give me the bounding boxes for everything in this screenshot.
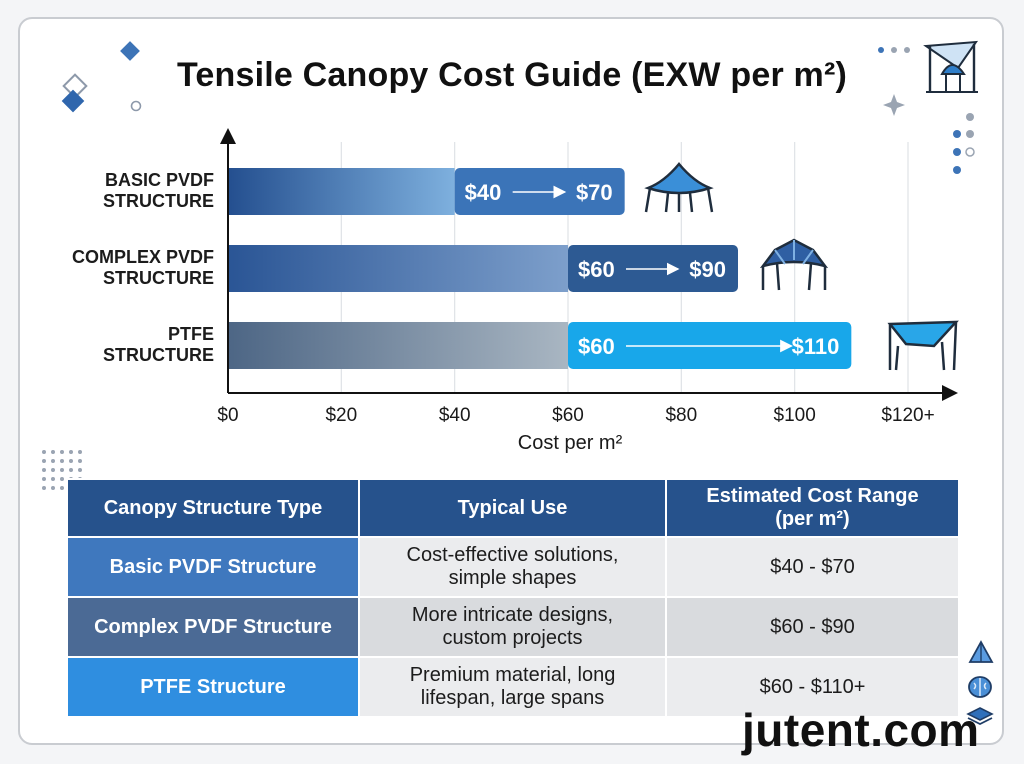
decorative-shapes <box>61 41 142 113</box>
x-tick-label: $80 <box>665 405 697 426</box>
table-cell-type: Complex PVDF Structure <box>66 596 360 658</box>
table-cell-use: Premium material, long lifespan, large s… <box>358 656 667 718</box>
bar-base <box>228 245 568 292</box>
range-to-label: $70 <box>576 180 613 205</box>
range-from-label: $40 <box>465 180 502 205</box>
range-from-label: $60 <box>578 257 615 282</box>
brain-icon <box>968 676 992 698</box>
table-cell-cost: $40 - $70 <box>665 536 960 598</box>
category-label-ptfe: PTFE STRUCTURE <box>103 324 214 365</box>
structure-logo-icon <box>923 40 979 93</box>
table-header-row: Canopy Structure Type Typical Use Estima… <box>66 478 960 538</box>
chart-title: Tensile Canopy Cost Guide (EXW per m²) <box>176 56 848 94</box>
x-tick-label: $120+ <box>881 405 934 426</box>
cost-table: Canopy Structure Type Typical Use Estima… <box>66 478 960 718</box>
table-cell-type: Basic PVDF Structure <box>66 536 360 598</box>
table-row: Basic PVDF Structure Cost-effective solu… <box>66 536 960 598</box>
table-cell-cost: $60 - $90 <box>665 596 960 658</box>
x-tick-label: $20 <box>325 405 357 426</box>
table-header-type: Canopy Structure Type <box>66 478 360 538</box>
table-cell-type: PTFE Structure <box>66 656 360 718</box>
table-cell-cost: $60 - $110+ <box>665 656 960 718</box>
x-axis-title: Cost per m² <box>517 432 623 454</box>
table-cell-use: Cost-effective solutions, simple shapes <box>358 536 667 598</box>
x-tick-label: $40 <box>439 405 471 426</box>
range-to-label: $110 <box>792 334 840 359</box>
table-header-use: Typical Use <box>358 478 667 538</box>
x-tick-label: $100 <box>774 405 816 426</box>
layers-icon <box>966 707 994 726</box>
bar-base <box>228 168 455 215</box>
range-bar-chart: $40 $70 $60 $90 $60 $110 $0 $20 $40 $60 $80 $100 $12… <box>217 128 958 426</box>
canopy-tent-icon <box>644 162 714 213</box>
category-label-basic-pvdf: BASIC PVDF STRUCTURE <box>103 170 214 211</box>
range-to-label: $90 <box>689 257 726 282</box>
x-tick-label: $0 <box>217 405 238 426</box>
category-label-complex-pvdf: COMPLEX PVDF STRUCTURE <box>71 247 214 288</box>
brand-watermark: jutent.com <box>742 704 980 756</box>
triangle-icon <box>968 640 994 663</box>
bar-base <box>228 322 568 369</box>
pavilion-icon <box>759 238 829 291</box>
shade-sail-icon <box>887 320 959 371</box>
table-row: PTFE Structure Premium material, long li… <box>66 656 960 718</box>
table-header-cost: Estimated Cost Range (per m²) <box>665 478 960 538</box>
table-row: Complex PVDF Structure More intricate de… <box>66 596 960 658</box>
decorative-dots <box>878 47 975 174</box>
range-from-label: $60 <box>578 334 615 359</box>
table-cell-use: More intricate designs, custom projects <box>358 596 667 658</box>
x-tick-label: $60 <box>552 405 584 426</box>
